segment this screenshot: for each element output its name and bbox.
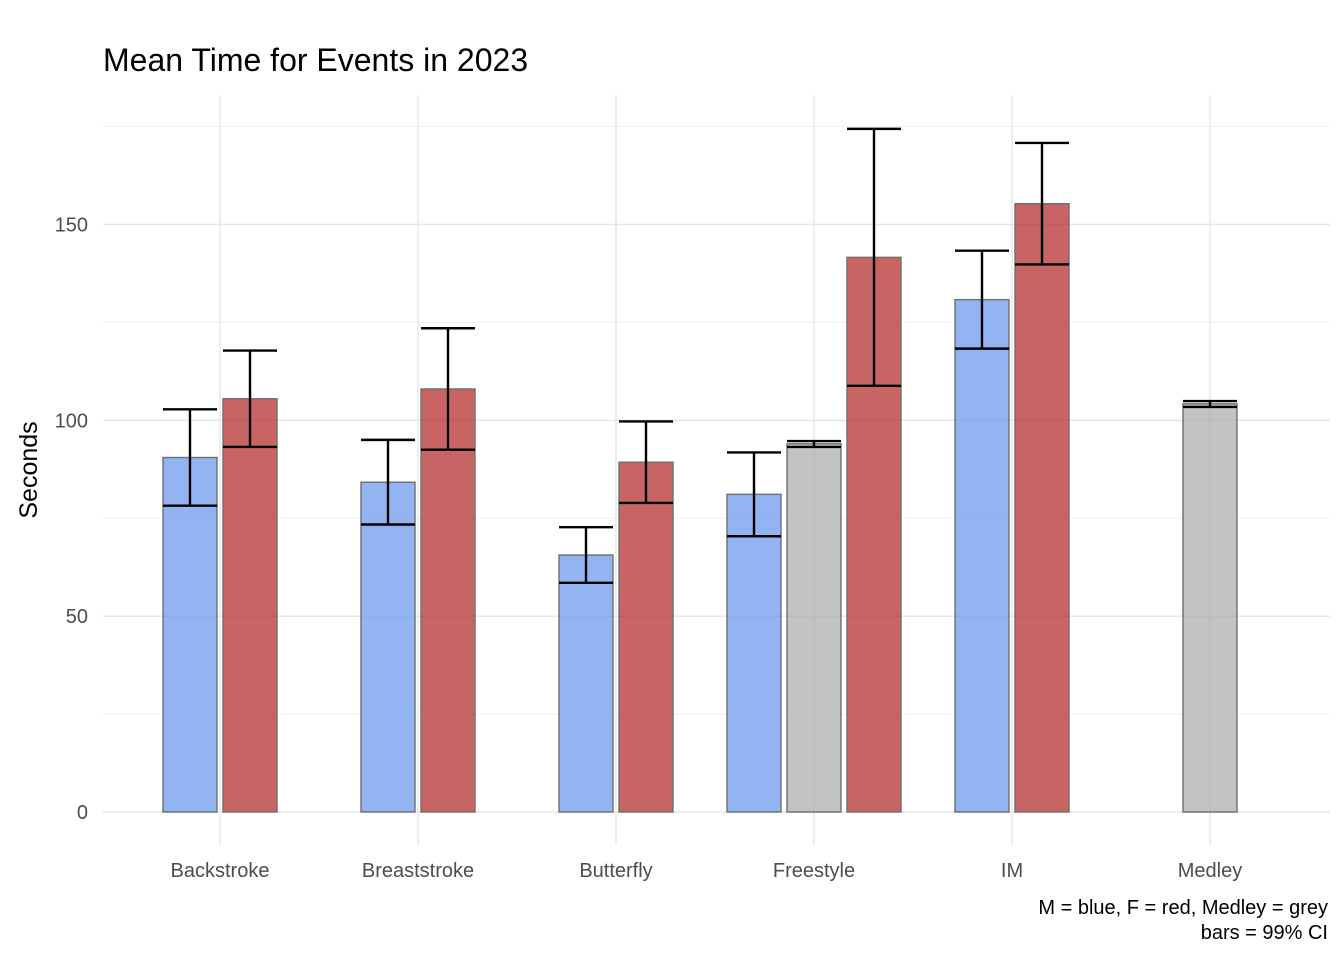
bar-im-m: [954, 298, 1010, 813]
bar-breaststroke-f: [420, 388, 476, 813]
error-bar: [559, 526, 613, 585]
y-axis-label: Seconds: [15, 421, 43, 518]
bar-backstroke-f: [222, 398, 278, 813]
y-tick-label: 150: [55, 214, 88, 236]
bars: [162, 202, 1238, 813]
error-bar: [787, 439, 841, 449]
error-bar: [163, 408, 217, 507]
error-bar: [223, 349, 277, 449]
y-tick-label: 50: [66, 606, 88, 628]
x-tick-label: IM: [1001, 860, 1023, 882]
x-tick-label: Medley: [1178, 860, 1242, 882]
y-axis: 0 50 100 150: [55, 214, 88, 824]
x-tick-label: Backstroke: [171, 860, 270, 882]
caption-line-1: M = blue, F = red, Medley = grey: [1038, 897, 1328, 919]
bar-butterfly-f: [618, 461, 674, 813]
x-tick-label: Freestyle: [773, 860, 855, 882]
chart-title: Mean Time for Events in 2023: [103, 42, 529, 78]
grid-lines: [103, 95, 1330, 845]
chart-caption: M = blue, F = red, Medley = grey bars = …: [1038, 896, 1328, 946]
bar-freestyle-m: [726, 493, 782, 813]
bar-backstroke-m: [162, 456, 218, 813]
bar-im-f: [1014, 202, 1070, 813]
y-tick-label: 0: [77, 802, 88, 824]
bar-butterfly-m: [558, 554, 614, 813]
bar-breaststroke-m: [360, 481, 416, 813]
y-tick-label: 100: [55, 410, 88, 432]
error-bar: [619, 420, 673, 505]
error-bar: [847, 127, 901, 388]
x-axis: Backstroke Breaststroke Butterfly Freestyle…: [171, 860, 1243, 882]
bar-medley-medley: [1182, 403, 1238, 813]
error-bar: [421, 327, 475, 451]
caption-line-2: bars = 99% CI: [1200, 922, 1328, 944]
error-bars: [163, 127, 1237, 585]
error-bar: [955, 249, 1009, 350]
x-tick-label: Breaststroke: [362, 860, 474, 882]
bar-freestyle-medley: [786, 443, 842, 813]
error-bar: [1183, 399, 1237, 409]
x-tick-label: Butterfly: [579, 860, 652, 882]
error-bar: [361, 438, 415, 526]
error-bar: [727, 451, 781, 538]
error-bar: [1015, 141, 1069, 266]
